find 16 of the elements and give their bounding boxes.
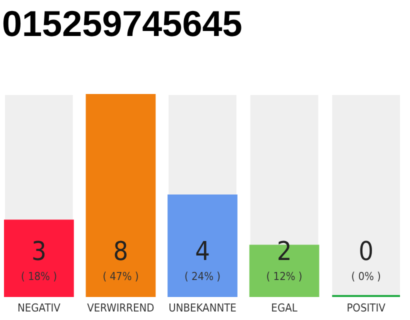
annotation: ( 12% ) bbox=[266, 270, 302, 283]
annotation: ( 0% ) bbox=[351, 270, 382, 283]
x-tick-label: VERWIRREND bbox=[87, 302, 155, 314]
data-label: 8 bbox=[113, 237, 128, 267]
annotation: ( 24% ) bbox=[184, 270, 221, 283]
data-label: 4 bbox=[195, 237, 210, 267]
x-tick-label: EGAL bbox=[271, 302, 298, 314]
chart-title: 015259745645 bbox=[2, 3, 242, 44]
data-label: 2 bbox=[276, 237, 292, 267]
annotation: ( 47% ) bbox=[102, 270, 139, 283]
data-label: 3 bbox=[31, 237, 46, 267]
annotation: ( 18% ) bbox=[20, 270, 58, 283]
x-tick-label: UNBEKANNTE bbox=[168, 302, 236, 314]
x-tick-label: POSITIV bbox=[346, 302, 386, 314]
x-tick-label: NEGATIV bbox=[17, 302, 61, 314]
data-label: 0 bbox=[358, 237, 374, 267]
